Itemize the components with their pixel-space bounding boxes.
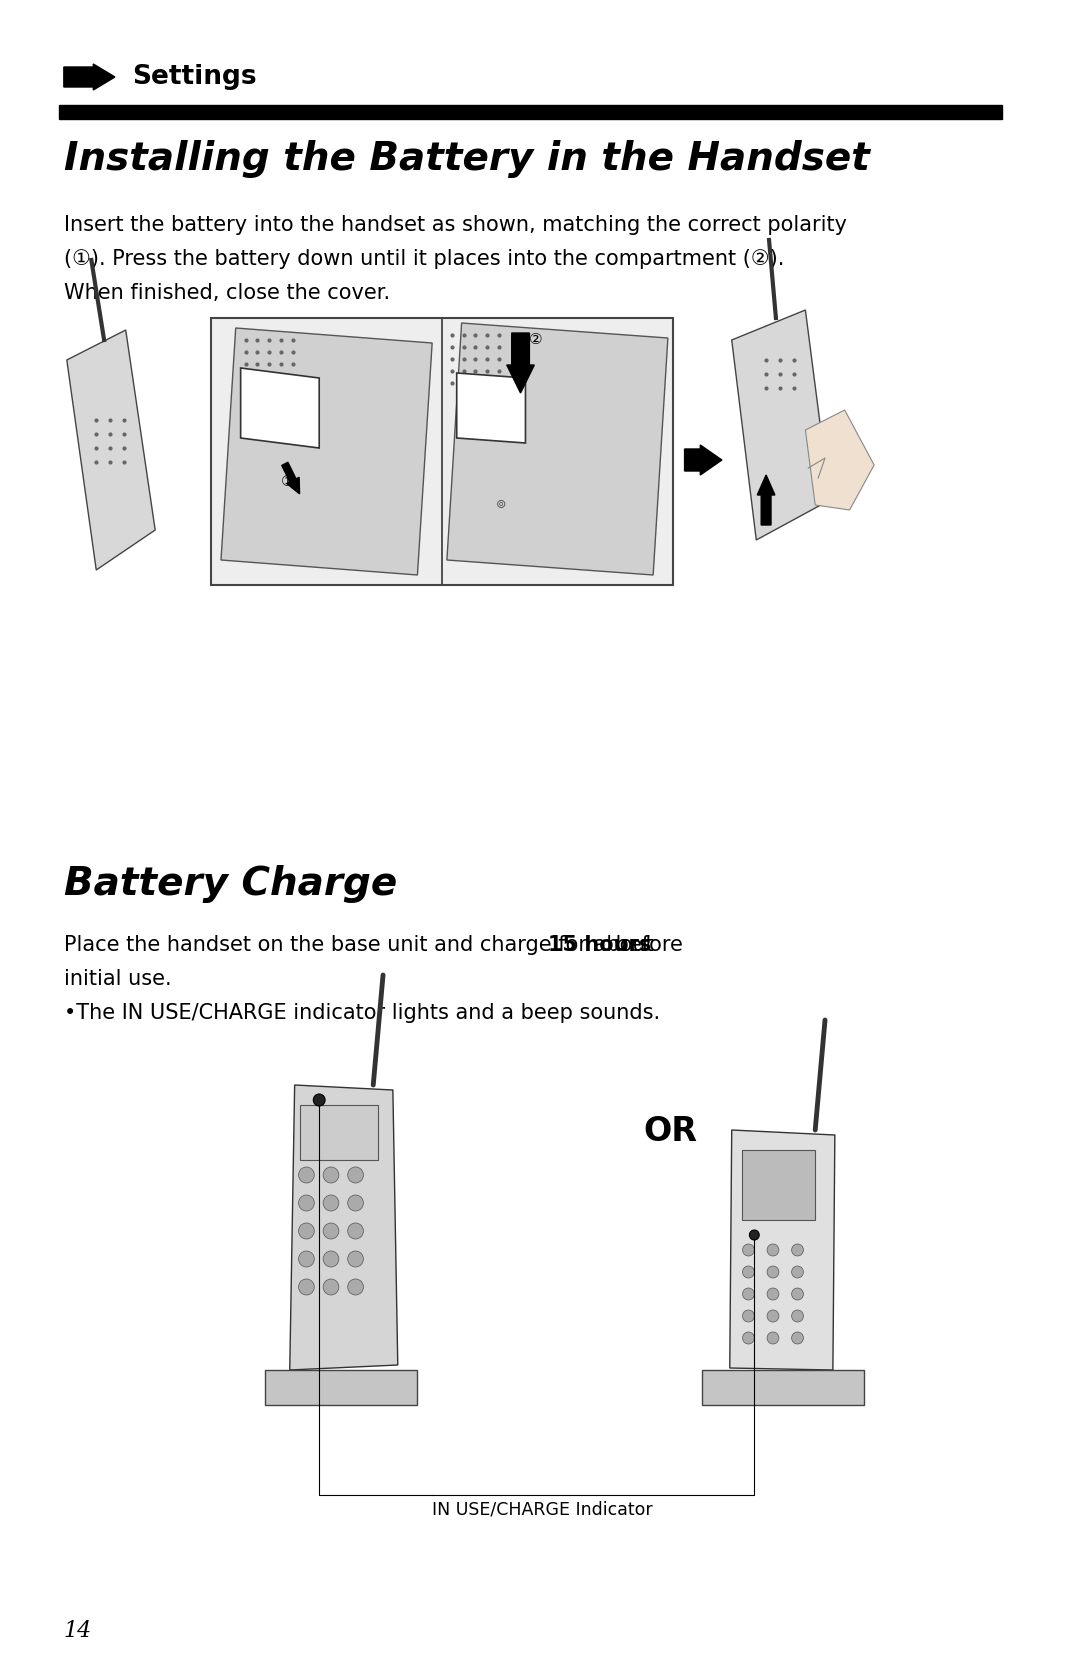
Circle shape	[298, 1223, 314, 1238]
Text: Settings: Settings	[133, 63, 257, 90]
Circle shape	[792, 1310, 804, 1322]
Bar	[59, 105, 1002, 118]
Circle shape	[298, 1278, 314, 1295]
FancyArrow shape	[507, 334, 535, 392]
Polygon shape	[241, 367, 320, 447]
Circle shape	[743, 1288, 754, 1300]
Circle shape	[323, 1167, 339, 1183]
FancyArrow shape	[64, 63, 114, 90]
Circle shape	[743, 1310, 754, 1322]
Circle shape	[767, 1310, 779, 1322]
Circle shape	[348, 1252, 363, 1267]
Circle shape	[792, 1332, 804, 1344]
Circle shape	[313, 1093, 325, 1107]
Polygon shape	[806, 411, 874, 511]
Circle shape	[323, 1195, 339, 1212]
Polygon shape	[457, 372, 526, 442]
Text: (①). Press the battery down until it places into the compartment (②).: (①). Press the battery down until it pla…	[64, 249, 784, 269]
Circle shape	[298, 1167, 314, 1183]
Circle shape	[792, 1243, 804, 1257]
Bar	[742, 1150, 815, 1220]
FancyArrow shape	[685, 446, 721, 476]
Circle shape	[348, 1167, 363, 1183]
Circle shape	[348, 1223, 363, 1238]
Circle shape	[298, 1195, 314, 1212]
Text: •The IN USE/CHARGE indicator lights and a beep sounds.: •The IN USE/CHARGE indicator lights and …	[64, 1003, 660, 1023]
Circle shape	[767, 1243, 779, 1257]
Bar	[266, 1370, 418, 1405]
Circle shape	[323, 1252, 339, 1267]
Text: IN USE/CHARGE Indicator: IN USE/CHARGE Indicator	[432, 1500, 652, 1519]
Polygon shape	[221, 329, 432, 576]
Circle shape	[743, 1243, 754, 1257]
FancyArrow shape	[282, 462, 299, 494]
Circle shape	[323, 1278, 339, 1295]
Text: ⊚: ⊚	[496, 497, 507, 511]
Circle shape	[792, 1267, 804, 1278]
Circle shape	[743, 1332, 754, 1344]
Circle shape	[750, 1230, 759, 1240]
Text: ②: ②	[528, 332, 542, 347]
Bar	[212, 319, 673, 586]
Circle shape	[298, 1252, 314, 1267]
Polygon shape	[732, 310, 829, 541]
Text: 14: 14	[64, 1621, 92, 1642]
Text: Place the handset on the base unit and charge for about: Place the handset on the base unit and c…	[64, 935, 660, 955]
Polygon shape	[67, 330, 156, 571]
Text: OR: OR	[644, 1115, 698, 1148]
Circle shape	[792, 1288, 804, 1300]
Polygon shape	[730, 1130, 835, 1370]
FancyArrow shape	[757, 476, 775, 526]
Circle shape	[348, 1195, 363, 1212]
Polygon shape	[447, 324, 667, 576]
Circle shape	[767, 1288, 779, 1300]
Circle shape	[743, 1267, 754, 1278]
Polygon shape	[289, 1085, 397, 1370]
Text: initial use.: initial use.	[64, 970, 172, 990]
Bar	[702, 1370, 864, 1405]
Circle shape	[767, 1267, 779, 1278]
Bar	[299, 1105, 378, 1160]
Circle shape	[767, 1332, 779, 1344]
Text: before: before	[609, 935, 683, 955]
Text: Battery Charge: Battery Charge	[64, 865, 397, 903]
Text: 15 hours: 15 hours	[548, 935, 651, 955]
Text: Installing the Battery in the Handset: Installing the Battery in the Handset	[64, 140, 869, 179]
Text: ①: ①	[281, 474, 295, 489]
Text: When finished, close the cover.: When finished, close the cover.	[64, 284, 390, 304]
Text: Insert the battery into the handset as shown, matching the correct polarity: Insert the battery into the handset as s…	[64, 215, 847, 235]
Circle shape	[323, 1223, 339, 1238]
Circle shape	[348, 1278, 363, 1295]
